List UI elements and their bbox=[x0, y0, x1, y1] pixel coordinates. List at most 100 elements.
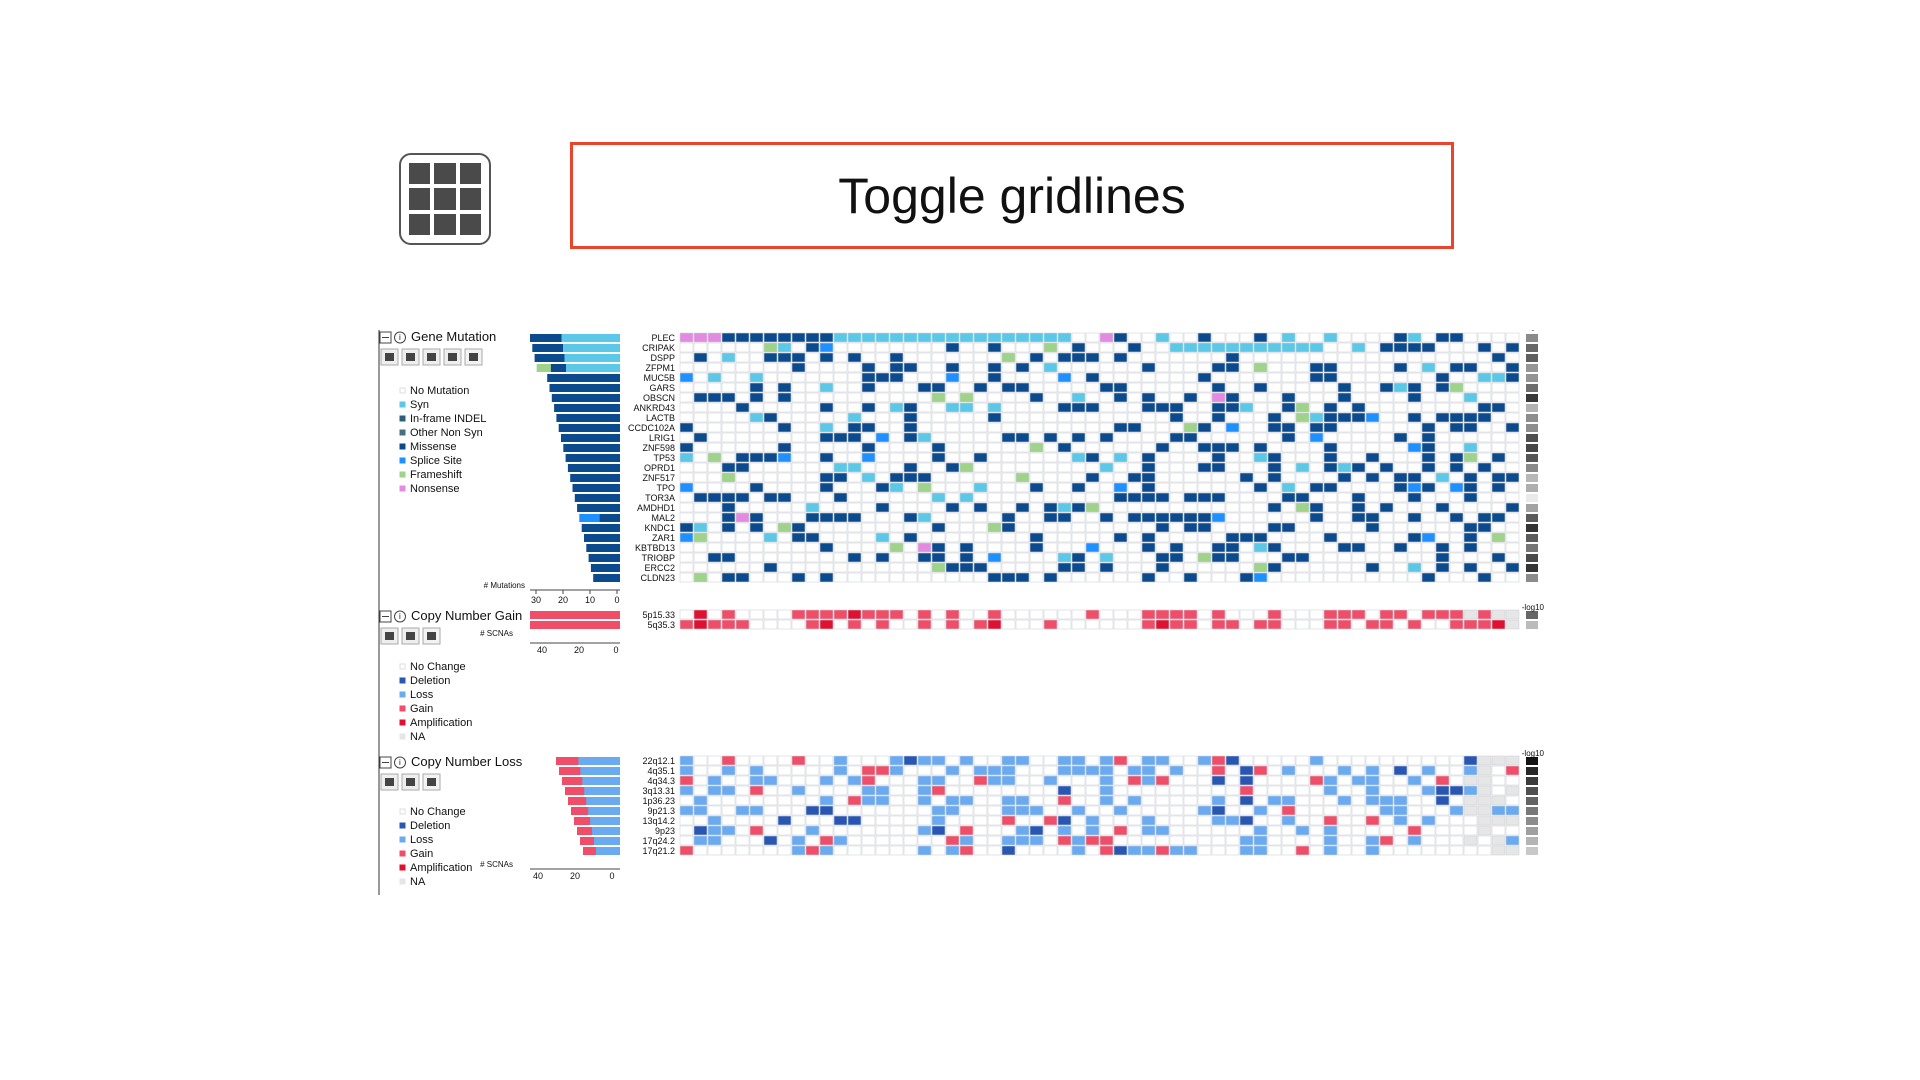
loss-cell[interactable] bbox=[959, 785, 974, 796]
mutation-cell[interactable] bbox=[1127, 452, 1142, 463]
mutation-cell[interactable] bbox=[1407, 572, 1422, 583]
mutation-cell[interactable] bbox=[693, 452, 708, 463]
gain-cell[interactable] bbox=[847, 619, 862, 630]
loss-cell[interactable] bbox=[1239, 825, 1254, 836]
loss-cell[interactable] bbox=[693, 825, 708, 836]
mutation-cell[interactable] bbox=[1449, 552, 1464, 563]
loss-cell[interactable] bbox=[1015, 835, 1030, 846]
mutation-cell[interactable] bbox=[1477, 472, 1492, 483]
gain-cell[interactable] bbox=[1239, 619, 1254, 630]
mutation-cell[interactable] bbox=[1323, 392, 1338, 403]
loss-cell[interactable] bbox=[903, 755, 918, 766]
loss-cell[interactable] bbox=[1001, 815, 1016, 826]
gain-cell[interactable] bbox=[805, 619, 820, 630]
loss-cell[interactable] bbox=[805, 805, 820, 816]
mutation-cell[interactable] bbox=[1505, 382, 1520, 393]
mutation-cell[interactable] bbox=[1169, 342, 1184, 353]
loss-cell[interactable] bbox=[805, 765, 820, 776]
mutation-cell[interactable] bbox=[847, 342, 862, 353]
mutation-cell[interactable] bbox=[1267, 412, 1282, 423]
mutation-cell[interactable] bbox=[707, 372, 722, 383]
loss-cell[interactable] bbox=[763, 835, 778, 846]
mutation-cell[interactable] bbox=[917, 412, 932, 423]
gain-cell[interactable] bbox=[763, 609, 778, 620]
gain-cell[interactable] bbox=[1225, 609, 1240, 620]
mutation-cell[interactable] bbox=[1449, 502, 1464, 513]
mutation-cell[interactable] bbox=[889, 502, 904, 513]
loss-cell[interactable] bbox=[1197, 835, 1212, 846]
mutation-cell[interactable] bbox=[987, 482, 1002, 493]
loss-cell[interactable] bbox=[1211, 825, 1226, 836]
mutation-cell[interactable] bbox=[763, 342, 778, 353]
loss-cell[interactable] bbox=[1211, 805, 1226, 816]
mutation-cell[interactable] bbox=[945, 442, 960, 453]
loss-cell[interactable] bbox=[721, 795, 736, 806]
loss-cell[interactable] bbox=[735, 765, 750, 776]
mutation-cell[interactable] bbox=[847, 522, 862, 533]
mutation-cell[interactable] bbox=[1477, 532, 1492, 543]
mutation-cell[interactable] bbox=[1295, 562, 1310, 573]
mutation-cell[interactable] bbox=[1029, 492, 1044, 503]
loss-cell[interactable] bbox=[1393, 815, 1408, 826]
mutation-cell[interactable] bbox=[987, 542, 1002, 553]
mutation-cell[interactable] bbox=[1197, 432, 1212, 443]
mutation-cell[interactable] bbox=[1057, 372, 1072, 383]
mutation-cell[interactable] bbox=[931, 422, 946, 433]
loss-cell[interactable] bbox=[749, 815, 764, 826]
mutation-cell[interactable] bbox=[1351, 542, 1366, 553]
mutation-cell[interactable] bbox=[931, 412, 946, 423]
loss-cell[interactable] bbox=[1085, 815, 1100, 826]
loss-cell[interactable] bbox=[693, 835, 708, 846]
loss-cell[interactable] bbox=[1323, 765, 1338, 776]
loss-cell[interactable] bbox=[1001, 835, 1016, 846]
mutation-cell[interactable] bbox=[1379, 372, 1394, 383]
loss-cell[interactable] bbox=[1281, 765, 1296, 776]
mutation-cell[interactable] bbox=[1281, 342, 1296, 353]
loss-cell[interactable] bbox=[1267, 765, 1282, 776]
mutation-cell[interactable] bbox=[721, 402, 736, 413]
mutation-cell[interactable] bbox=[973, 562, 988, 573]
gain-cell[interactable] bbox=[1309, 609, 1324, 620]
mutation-cell[interactable] bbox=[833, 572, 848, 583]
gain-cell[interactable] bbox=[1197, 609, 1212, 620]
mutation-cell[interactable] bbox=[1113, 572, 1128, 583]
loss-cell[interactable] bbox=[1463, 825, 1478, 836]
mutation-cell[interactable] bbox=[693, 512, 708, 523]
mutation-cell[interactable] bbox=[1183, 362, 1198, 373]
gain-cell[interactable] bbox=[1323, 609, 1338, 620]
loss-cell[interactable] bbox=[1183, 765, 1198, 776]
loss-cell[interactable] bbox=[1225, 755, 1240, 766]
mutation-cell[interactable] bbox=[903, 432, 918, 443]
loss-cell[interactable] bbox=[1309, 825, 1324, 836]
mutation-cell[interactable] bbox=[805, 512, 820, 523]
mutation-cell[interactable] bbox=[1127, 502, 1142, 513]
mutation-cell[interactable] bbox=[1435, 352, 1450, 363]
loss-cell[interactable] bbox=[917, 775, 932, 786]
mutation-cell[interactable] bbox=[1127, 372, 1142, 383]
mutation-cell[interactable] bbox=[973, 442, 988, 453]
loss-cell[interactable] bbox=[1463, 835, 1478, 846]
mutation-cell[interactable] bbox=[777, 462, 792, 473]
mutation-cell[interactable] bbox=[917, 522, 932, 533]
mutation-cell[interactable] bbox=[1435, 382, 1450, 393]
loss-cell[interactable] bbox=[889, 755, 904, 766]
loss-cell[interactable] bbox=[1337, 795, 1352, 806]
mutation-cell[interactable] bbox=[1491, 472, 1506, 483]
mutation-cell[interactable] bbox=[749, 402, 764, 413]
mutation-cell[interactable] bbox=[833, 402, 848, 413]
loss-cell[interactable] bbox=[987, 755, 1002, 766]
mutation-cell[interactable] bbox=[1211, 502, 1226, 513]
mutation-cell[interactable] bbox=[1491, 492, 1506, 503]
mutation-cell[interactable] bbox=[1113, 432, 1128, 443]
mutation-cell[interactable] bbox=[1057, 452, 1072, 463]
mutation-cell[interactable] bbox=[987, 402, 1002, 413]
loss-cell[interactable] bbox=[1351, 825, 1366, 836]
mutation-cell[interactable] bbox=[749, 352, 764, 363]
loss-cell[interactable] bbox=[1267, 755, 1282, 766]
mutation-cell[interactable] bbox=[1085, 542, 1100, 553]
mutation-cell[interactable] bbox=[847, 482, 862, 493]
gain-cell[interactable] bbox=[889, 619, 904, 630]
mutation-cell[interactable] bbox=[1211, 492, 1226, 503]
mutation-cell[interactable] bbox=[959, 492, 974, 503]
mutation-cell[interactable] bbox=[1505, 432, 1520, 443]
